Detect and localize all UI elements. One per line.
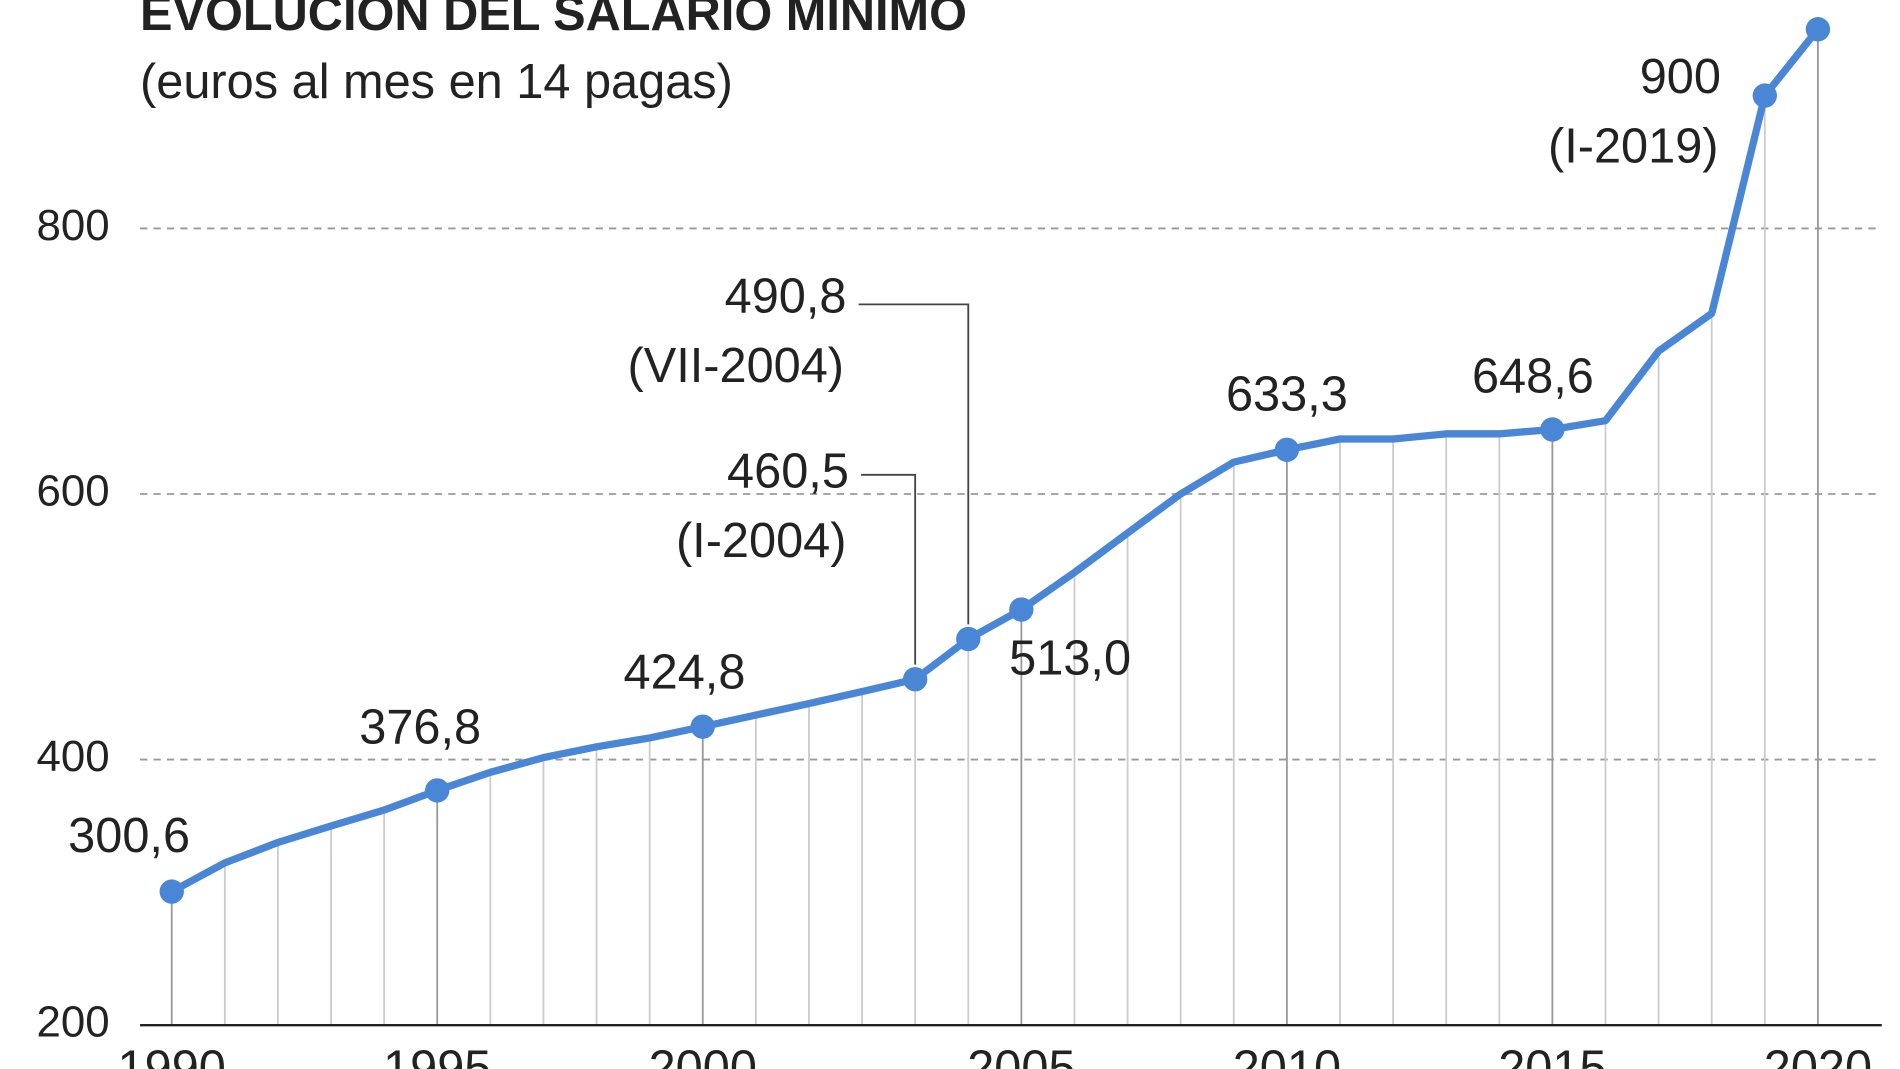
y-tick-label: 800: [37, 201, 110, 250]
marker: [1009, 597, 1034, 622]
leader-line: [858, 303, 970, 625]
value-label: 490,8: [725, 269, 847, 323]
x-tick-label: 2005: [967, 1041, 1075, 1069]
value-note: (I-2004): [676, 514, 847, 568]
marker: [1805, 17, 1831, 42]
x-tick-label: 1990: [118, 1041, 226, 1069]
value-label: 513,0: [1009, 632, 1131, 686]
value-note: (I-2019): [1548, 120, 1719, 174]
x-tick-label: 2000: [649, 1041, 757, 1069]
value-label: 424,8: [624, 645, 746, 699]
value-label: 460,5: [727, 445, 849, 499]
marker: [1752, 83, 1777, 108]
y-tick-label: 600: [37, 467, 110, 516]
x-tick-label: 2010: [1233, 1041, 1341, 1069]
marker: [1540, 417, 1565, 442]
marker: [1274, 437, 1300, 462]
chart-title: EVOLUCIÓN DEL SALARIO MÍNIMO: [140, 0, 967, 41]
marker: [425, 778, 450, 803]
value-label: 633,3: [1226, 367, 1348, 421]
marker: [690, 714, 715, 739]
marker: [902, 667, 928, 692]
x-tick-label: 2015: [1498, 1041, 1606, 1069]
leader-line: [861, 473, 917, 665]
x-tick-label: 1995: [383, 1041, 491, 1069]
x-tick-label: 2020: [1764, 1041, 1872, 1069]
value-label: 648,6: [1472, 349, 1594, 403]
value-label: 376,8: [359, 701, 481, 755]
value-label: 900: [1640, 50, 1721, 104]
y-tick-label: 400: [37, 732, 110, 781]
value-note: (VII-2004): [628, 339, 845, 393]
marker: [956, 626, 981, 652]
marker: [159, 879, 184, 904]
y-tick-label: 200: [37, 998, 110, 1047]
value-label: 300,6: [68, 809, 190, 863]
chart-subtitle: (euros al mes en 14 pagas): [140, 55, 733, 109]
